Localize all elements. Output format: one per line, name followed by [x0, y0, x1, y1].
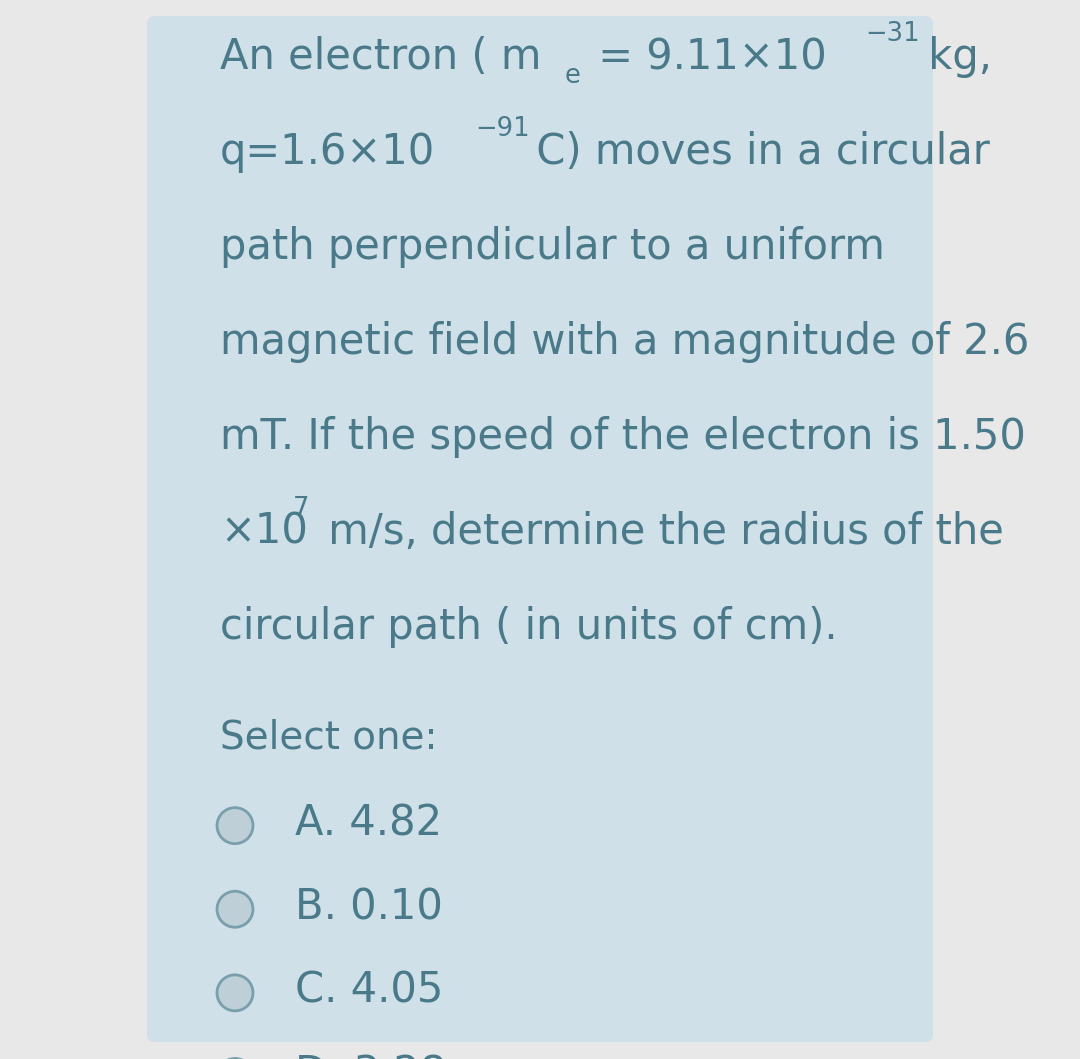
- Text: magnetic field with a magnitude of 2.6: magnetic field with a magnitude of 2.6: [220, 321, 1029, 363]
- Text: C) moves in a circular: C) moves in a circular: [523, 131, 990, 173]
- Text: Select one:: Select one:: [220, 718, 437, 756]
- Circle shape: [217, 975, 253, 1011]
- Text: An electron ( m: An electron ( m: [220, 36, 541, 78]
- FancyBboxPatch shape: [147, 16, 933, 1042]
- Text: m/s, determine the radius of the: m/s, determine the radius of the: [315, 511, 1004, 553]
- Text: e: e: [565, 62, 581, 89]
- Text: −91: −91: [475, 116, 529, 142]
- Text: 7: 7: [293, 496, 310, 522]
- Text: B. 0.10: B. 0.10: [295, 886, 443, 929]
- Text: −31: −31: [865, 21, 920, 47]
- Text: C. 4.05: C. 4.05: [295, 970, 444, 1011]
- Circle shape: [217, 892, 253, 928]
- Text: circular path ( in units of cm).: circular path ( in units of cm).: [220, 606, 838, 648]
- Text: D. 3.28: D. 3.28: [295, 1054, 446, 1059]
- Text: kg,: kg,: [915, 36, 993, 78]
- Text: path perpendicular to a uniform: path perpendicular to a uniform: [220, 226, 885, 268]
- Text: q=1.6×10: q=1.6×10: [220, 131, 435, 173]
- Circle shape: [217, 808, 253, 844]
- Text: mT. If the speed of the electron is 1.50: mT. If the speed of the electron is 1.50: [220, 416, 1026, 457]
- Text: = 9.11×10: = 9.11×10: [585, 36, 827, 78]
- Text: A. 4.82: A. 4.82: [295, 803, 442, 845]
- Text: ×10: ×10: [220, 511, 308, 553]
